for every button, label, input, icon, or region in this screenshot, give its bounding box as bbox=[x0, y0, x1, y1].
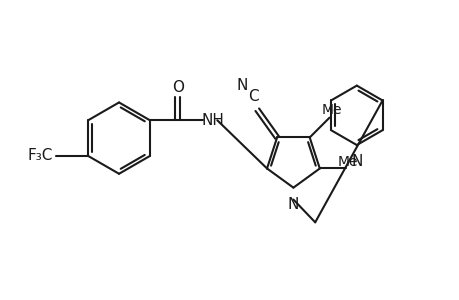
Text: NH: NH bbox=[202, 113, 224, 128]
Text: F₃C: F₃C bbox=[27, 148, 52, 164]
Text: N: N bbox=[287, 196, 298, 211]
Text: N: N bbox=[350, 154, 362, 169]
Text: O: O bbox=[171, 80, 183, 95]
Text: C: C bbox=[247, 89, 258, 104]
Text: Me: Me bbox=[336, 154, 357, 169]
Text: N: N bbox=[236, 78, 247, 93]
Text: Me: Me bbox=[320, 103, 341, 117]
